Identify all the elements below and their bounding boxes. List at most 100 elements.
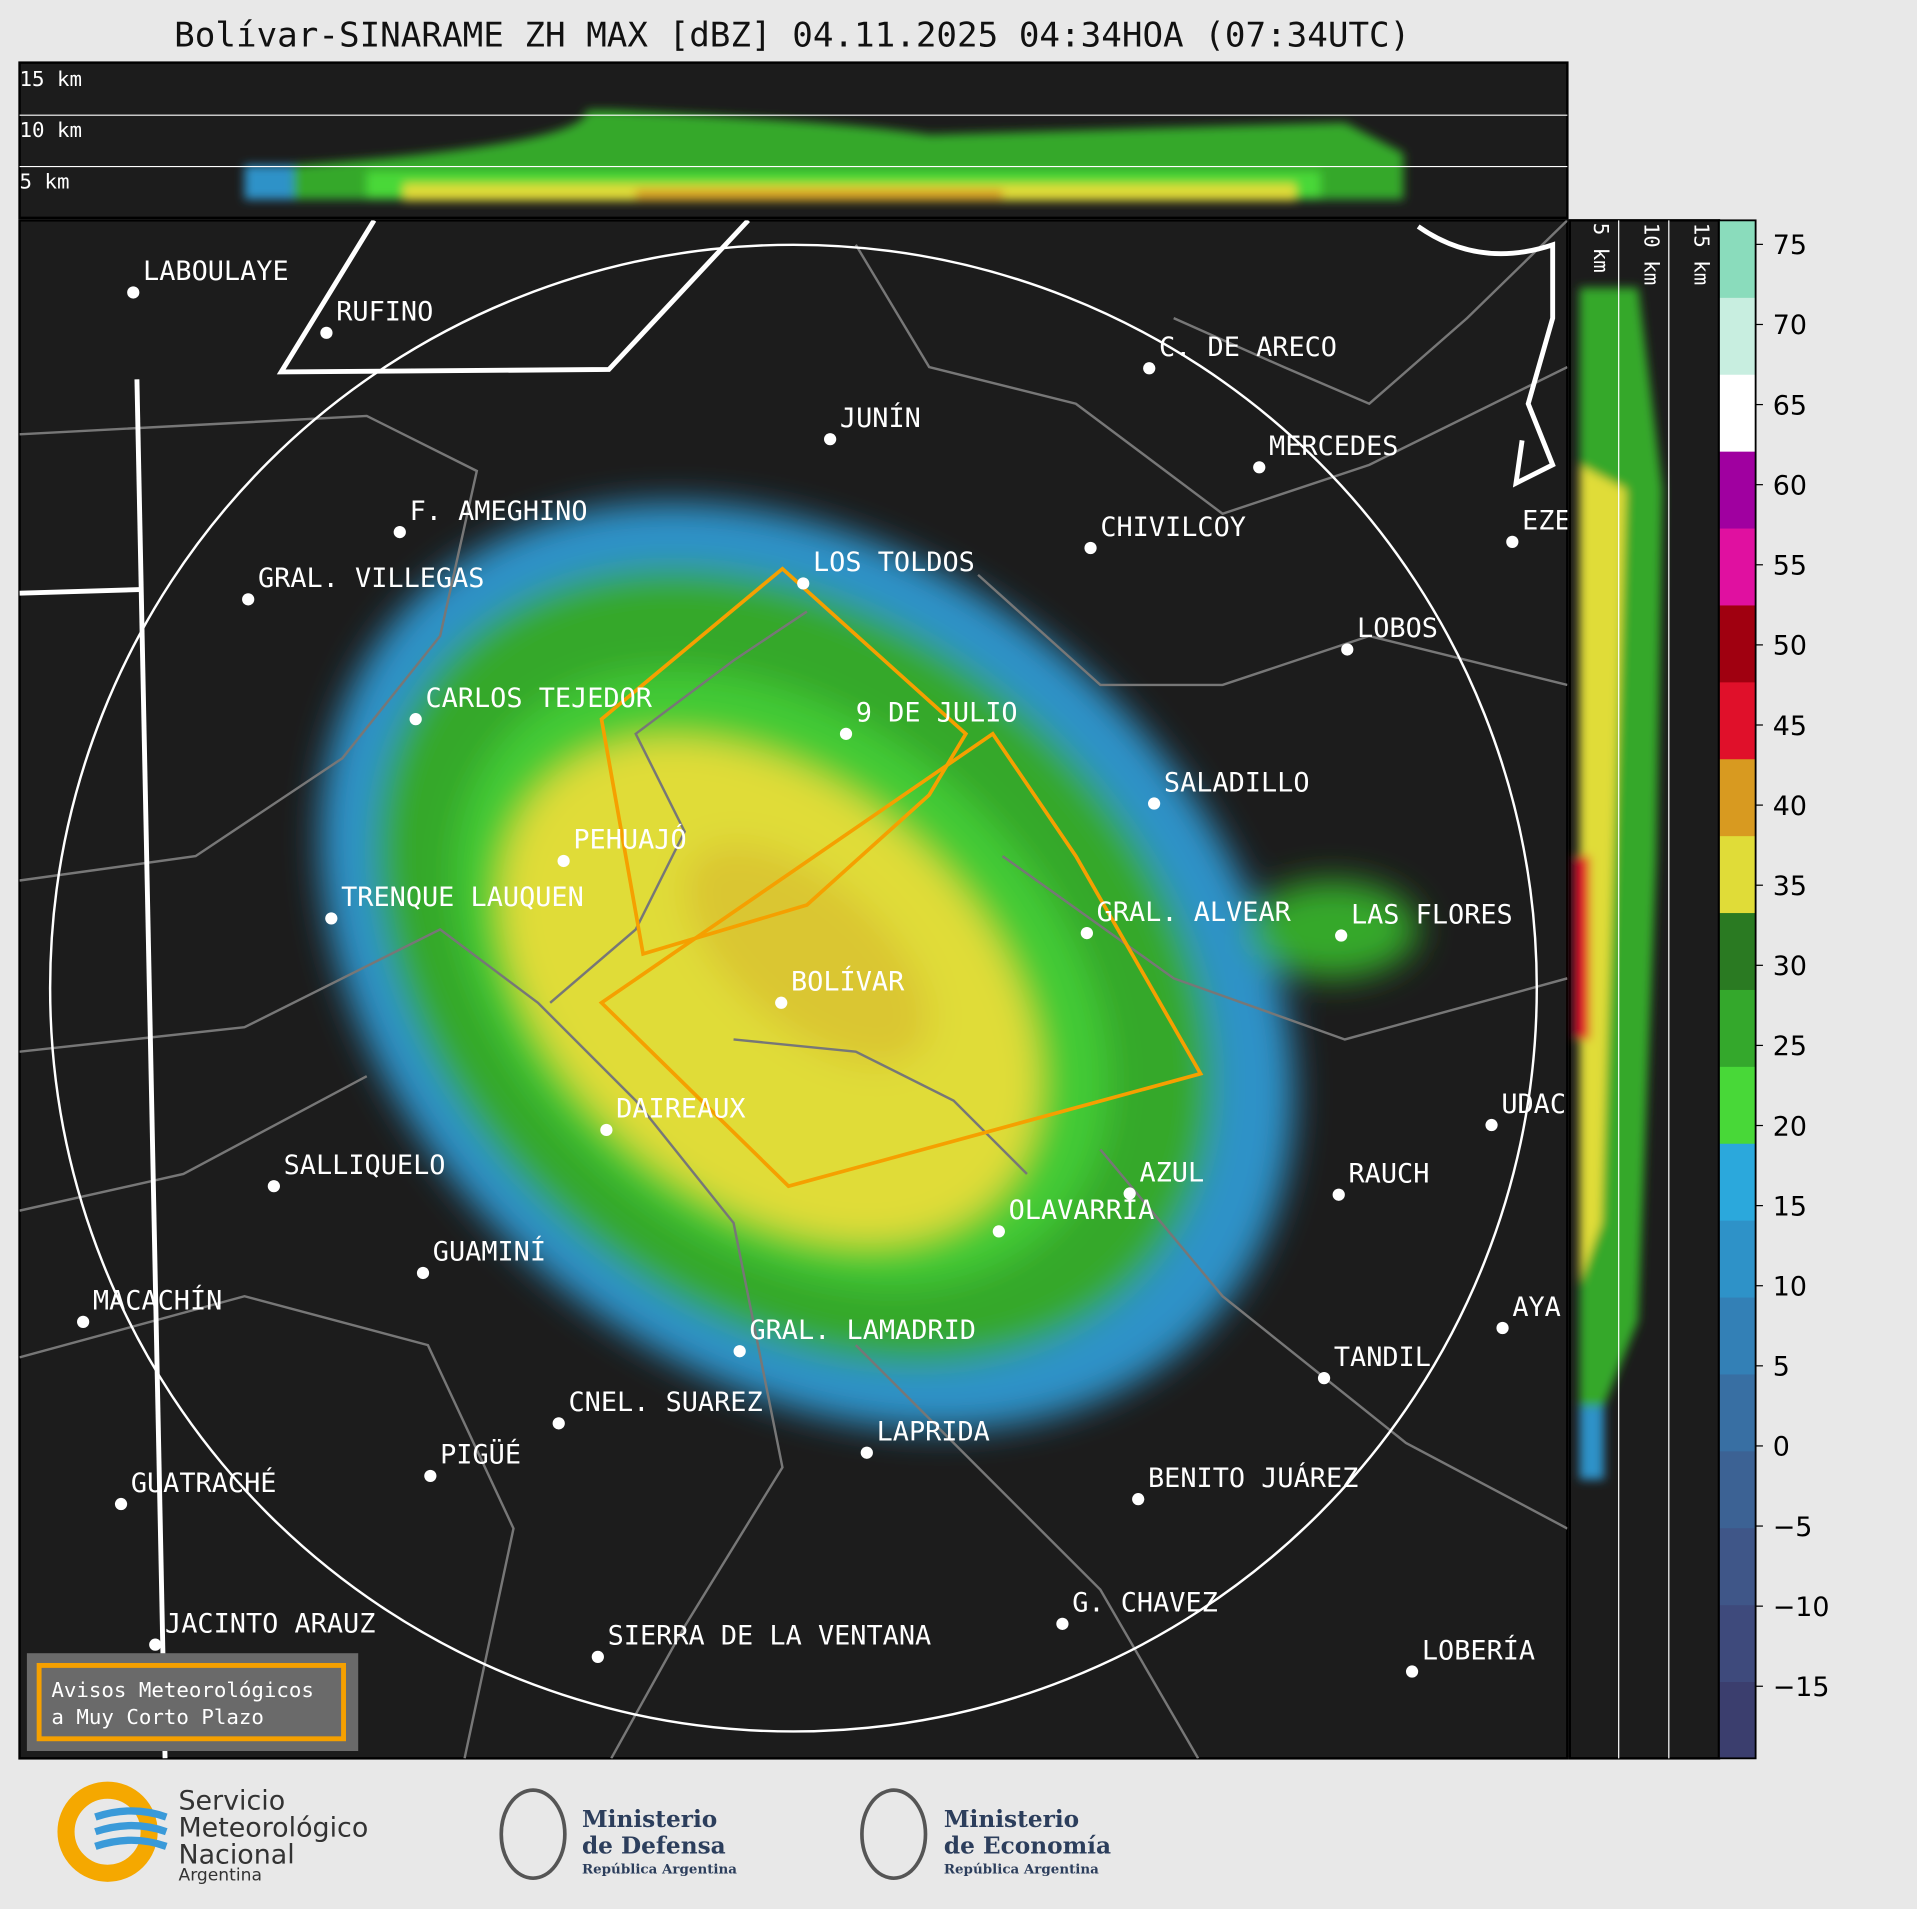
colorbar-tick-label: 25 — [1773, 1031, 1807, 1062]
city-dot — [1506, 535, 1519, 548]
city-dot — [416, 1266, 430, 1280]
city-label: CARLOS TEJEDOR — [425, 683, 652, 714]
city-label: PEHUAJÓ — [573, 824, 686, 856]
city-dot — [1056, 1617, 1069, 1630]
warning-box-frame — [36, 1662, 346, 1742]
city-dot — [839, 727, 853, 740]
top-profile-echo — [244, 110, 1404, 201]
city-dot — [409, 713, 422, 726]
city-dot — [1253, 461, 1266, 474]
colorbar-tick-label: 30 — [1773, 951, 1807, 982]
city-dot — [1084, 541, 1097, 555]
warning-text: Avisos Meteorológicos — [51, 1678, 314, 1702]
logo-text: Argentina — [178, 1866, 261, 1886]
colorbar-tick-label: 35 — [1773, 871, 1807, 902]
city-dot — [600, 1123, 613, 1137]
colorbar-band — [1718, 1450, 1756, 1529]
city-dot — [127, 286, 140, 299]
city-dot — [860, 1446, 873, 1459]
city-dot — [1317, 1372, 1331, 1385]
city-label: SALLIQUELO — [284, 1150, 446, 1181]
colorbar-tick-label: 75 — [1773, 230, 1807, 261]
city-dot — [1341, 643, 1354, 656]
colorbar-band — [1718, 681, 1756, 760]
city-label: PIGÜÉ — [440, 1439, 521, 1471]
height-label: 10 km — [20, 118, 83, 142]
city-label: LOS TOLDOS — [813, 547, 975, 578]
colorbar-band — [1718, 835, 1756, 914]
colorbar-band — [1718, 912, 1756, 990]
colorbar-tick-label: 50 — [1773, 631, 1807, 662]
city-label: GUAMINÍ — [433, 1236, 546, 1268]
city-dot — [424, 1469, 437, 1483]
colorbar-tick-label: 70 — [1773, 310, 1807, 341]
city-label: G. CHAVEZ — [1072, 1588, 1218, 1619]
city-label: SALADILLO — [1164, 767, 1310, 798]
city-label: JACINTO ARAUZ — [165, 1608, 375, 1639]
city-label: BENITO JUÁREZ — [1148, 1462, 1358, 1494]
city-dot — [1335, 929, 1348, 942]
logo-text: República Argentina — [944, 1861, 1099, 1877]
colorbar-band — [1718, 1604, 1756, 1683]
colorbar-band — [1718, 1066, 1756, 1144]
city-label: EZE — [1522, 506, 1571, 537]
colorbar-tick-label: 60 — [1773, 470, 1807, 501]
colorbar-band — [1718, 451, 1756, 529]
city-label: MACACHÍN — [93, 1285, 222, 1317]
side-profile-echo — [1574, 287, 1663, 1480]
city-dot — [1332, 1188, 1345, 1201]
city-label: UDAC — [1501, 1089, 1566, 1120]
city-dot — [242, 593, 255, 606]
city-dot — [114, 1497, 128, 1511]
colorbar-tick-label: 0 — [1773, 1432, 1790, 1463]
colorbar-tick-label: 20 — [1773, 1111, 1807, 1142]
city-label: TRENQUE LAUQUEN — [341, 882, 584, 913]
city-label: SIERRA DE LA VENTANA — [608, 1621, 932, 1652]
city-dot — [824, 433, 837, 446]
city-label: LAPRIDA — [877, 1416, 990, 1447]
city-label: AYA — [1512, 1292, 1561, 1323]
height-label: 15 km — [1689, 223, 1713, 286]
city-dot — [1123, 1187, 1136, 1200]
city-label: AZUL — [1139, 1157, 1204, 1188]
city-dot — [149, 1638, 162, 1651]
city-dot — [552, 1417, 565, 1430]
colorbar-band — [1718, 758, 1756, 837]
city-dot — [797, 577, 810, 590]
city-label: LAS FLORES — [1351, 899, 1513, 930]
city-dot — [733, 1345, 746, 1358]
colorbar-band — [1718, 297, 1756, 375]
colorbar-band — [1718, 604, 1756, 683]
logo-defensa: Ministerio de Defensa República Argentin… — [499, 1788, 737, 1880]
city-dot — [1132, 1493, 1145, 1506]
logo-text: Ministerio — [582, 1806, 717, 1833]
logo-text: Nacional — [178, 1839, 294, 1870]
city-label: C. DE ARECO — [1159, 332, 1337, 363]
city-label: MERCEDES — [1269, 431, 1398, 462]
logo-text: Ministerio — [944, 1806, 1079, 1833]
colorbar-band — [1718, 989, 1756, 1067]
colorbar-band — [1718, 1681, 1756, 1759]
city-dot — [591, 1650, 604, 1663]
city-dot — [1147, 797, 1161, 810]
logo-text: Servicio — [178, 1786, 285, 1817]
boundaries — [19, 220, 1568, 1759]
colorbar-band — [1718, 1143, 1756, 1221]
city-label: DAIREAUX — [616, 1094, 745, 1125]
city-label: OLAVARRÍA — [1009, 1194, 1155, 1226]
colorbar-tick-label: −15 — [1773, 1672, 1830, 1703]
city-label: F. AMEGHINO — [410, 496, 588, 527]
height-label: 5 km — [20, 170, 70, 194]
warning-polygons — [598, 566, 1204, 1189]
city-label: LOBERÍA — [1422, 1634, 1535, 1666]
city-label: GRAL. VILLEGAS — [258, 563, 485, 594]
city-label: 9 DE JULIO — [856, 698, 1018, 729]
city-dot — [557, 854, 570, 868]
height-label: 15 km — [20, 67, 83, 91]
city-dot — [77, 1315, 90, 1328]
city-label: JUNÍN — [840, 402, 921, 434]
colorbar-tick-label: 10 — [1773, 1272, 1807, 1303]
colorbar-tick-label: 5 — [1773, 1352, 1790, 1383]
city-dot — [393, 525, 406, 539]
